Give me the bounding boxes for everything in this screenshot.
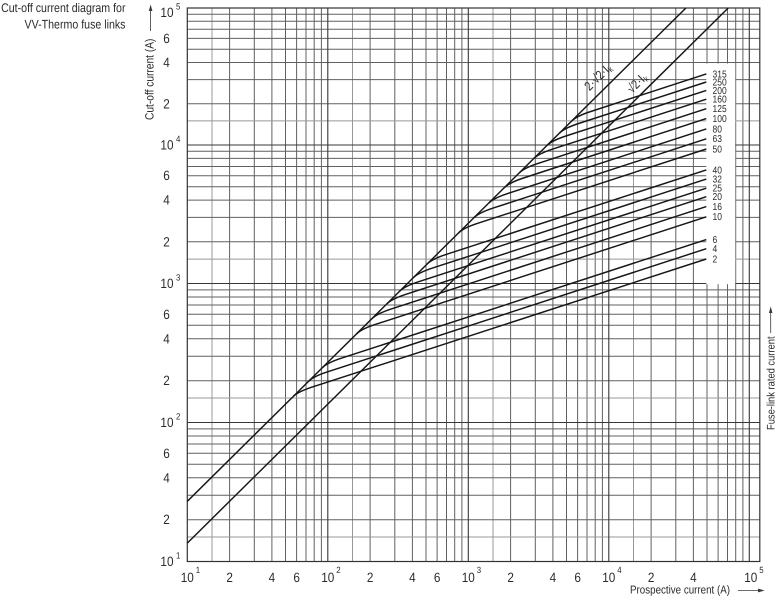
svg-text:10: 10 <box>602 570 615 585</box>
svg-text:2: 2 <box>226 570 233 585</box>
svg-text:4: 4 <box>550 570 557 585</box>
svg-text:160: 160 <box>713 95 728 106</box>
svg-text:50: 50 <box>713 144 723 155</box>
svg-text:315: 315 <box>713 69 728 80</box>
svg-text:6: 6 <box>434 570 441 585</box>
svg-text:10: 10 <box>160 138 173 153</box>
svg-text:2: 2 <box>176 412 180 422</box>
svg-text:Cut-off current diagram for: Cut-off current diagram for <box>1 1 125 15</box>
svg-text:4: 4 <box>163 55 170 70</box>
svg-text:2: 2 <box>648 570 655 585</box>
svg-text:3: 3 <box>477 565 481 575</box>
svg-text:40: 40 <box>713 165 723 176</box>
svg-text:4: 4 <box>163 193 170 208</box>
svg-text:16: 16 <box>713 202 723 213</box>
svg-text:4: 4 <box>617 565 621 575</box>
svg-text:2: 2 <box>163 96 170 111</box>
svg-text:10: 10 <box>160 276 173 291</box>
svg-text:10: 10 <box>462 570 475 585</box>
svg-text:Cut-off current (A): Cut-off current (A) <box>143 39 157 120</box>
svg-text:4: 4 <box>176 134 180 144</box>
svg-text:Prospective current (A): Prospective current (A) <box>630 585 730 597</box>
svg-text:3: 3 <box>176 273 180 283</box>
svg-text:10: 10 <box>160 415 173 430</box>
svg-text:63: 63 <box>713 134 723 145</box>
svg-text:2: 2 <box>163 373 170 388</box>
svg-text:Fuse-link rated current: Fuse-link rated current <box>766 336 778 430</box>
svg-text:10: 10 <box>160 554 173 569</box>
svg-text:6: 6 <box>163 31 170 46</box>
svg-text:10: 10 <box>321 570 334 585</box>
svg-text:4: 4 <box>163 470 170 485</box>
svg-text:2: 2 <box>507 570 514 585</box>
svg-text:100: 100 <box>713 114 728 125</box>
svg-text:80: 80 <box>713 124 723 135</box>
svg-text:6: 6 <box>293 570 300 585</box>
svg-text:6: 6 <box>163 307 170 322</box>
svg-text:2: 2 <box>163 512 170 527</box>
svg-text:10: 10 <box>160 5 173 20</box>
svg-text:4: 4 <box>269 570 276 585</box>
svg-text:5: 5 <box>759 565 763 575</box>
svg-text:2: 2 <box>336 565 340 575</box>
svg-text:2: 2 <box>713 254 718 265</box>
svg-text:25: 25 <box>713 184 723 195</box>
svg-text:6: 6 <box>574 570 581 585</box>
svg-text:2: 2 <box>367 570 374 585</box>
svg-text:125: 125 <box>713 104 728 115</box>
svg-text:1: 1 <box>176 551 180 561</box>
svg-text:6: 6 <box>163 168 170 183</box>
svg-text:6: 6 <box>163 446 170 461</box>
svg-text:20: 20 <box>713 192 723 203</box>
svg-text:200: 200 <box>713 86 728 97</box>
svg-text:4: 4 <box>690 570 697 585</box>
svg-text:10: 10 <box>744 570 757 585</box>
svg-text:4: 4 <box>163 331 170 346</box>
svg-text:4: 4 <box>713 244 718 255</box>
svg-text:250: 250 <box>713 77 728 88</box>
svg-text:6: 6 <box>713 235 718 246</box>
svg-text:2: 2 <box>163 234 170 249</box>
svg-text:VV-Thermo fuse links: VV-Thermo fuse links <box>25 18 126 32</box>
svg-text:5: 5 <box>176 2 180 12</box>
svg-text:1: 1 <box>196 565 200 575</box>
svg-text:10: 10 <box>181 570 194 585</box>
svg-text:10: 10 <box>713 212 723 223</box>
svg-text:32: 32 <box>713 175 723 186</box>
svg-text:4: 4 <box>409 570 416 585</box>
